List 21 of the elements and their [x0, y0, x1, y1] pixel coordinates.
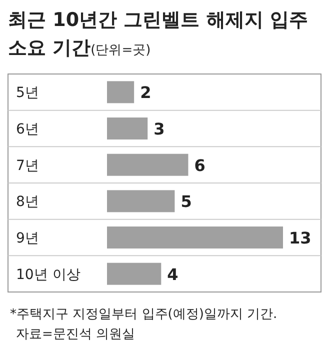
- data-label: 6: [194, 156, 206, 175]
- bar: [107, 190, 175, 212]
- data-label: 3: [154, 120, 165, 138]
- text: 자료=문진석 의원실: [16, 327, 136, 342]
- bar: [107, 81, 134, 104]
- bar: [107, 226, 283, 248]
- data-label: 13: [289, 228, 312, 248]
- y-tick-label: 5년: [16, 85, 39, 102]
- bar: [107, 118, 148, 140]
- title: 최근 10년간 그린벨트 해제지 입주 소요 기간(단위=곳): [8, 9, 308, 59]
- data-label: 5: [180, 192, 192, 212]
- y-tick-label: 9년: [16, 230, 39, 246]
- y-tick-label: 8년: [16, 194, 39, 210]
- bar: [107, 262, 162, 285]
- y-tick-label: 6년: [16, 122, 39, 138]
- y-tick-label: 10년 이상: [16, 266, 80, 283]
- data-label: 4: [167, 264, 178, 284]
- bar: [107, 154, 188, 176]
- y-tick-label: 7년: [16, 158, 39, 174]
- text: *주택지구 지정일부터 입주(예정)일까지 기간.: [10, 307, 278, 322]
- data-label: 2: [140, 83, 152, 102]
